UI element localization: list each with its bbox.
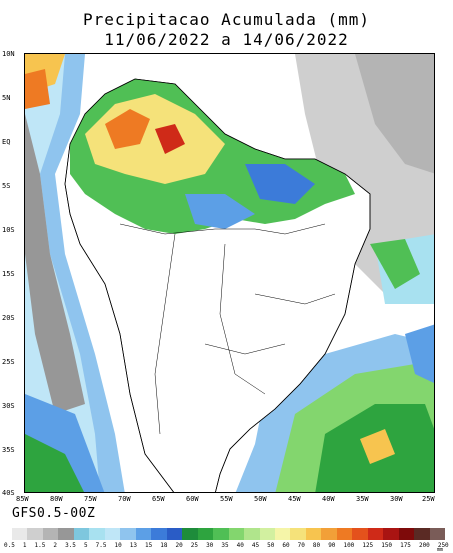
color-swatch: [383, 528, 399, 540]
map-title: Precipitacao Acumulada (mm): [82, 10, 371, 29]
color-swatch: [352, 528, 368, 540]
color-swatch: [398, 528, 415, 540]
color-swatch: [151, 528, 167, 540]
lat-label-10n: 10N: [2, 50, 15, 58]
color-scale-tick: 13: [129, 542, 137, 549]
color-scale-tick: 25: [190, 542, 199, 549]
lat-label-20s: 20S: [2, 314, 15, 322]
lat-label-35s: 35S: [2, 446, 15, 454]
color-scale-tick: 175: [400, 542, 411, 549]
lat-label-eq: EQ: [2, 138, 11, 146]
color-scale-tick: 2: [53, 542, 58, 549]
color-scale-tick: 30: [206, 542, 214, 549]
lat-label-5s: 5S: [2, 182, 11, 190]
color-swatch: [244, 528, 260, 540]
color-scale-bar: [12, 528, 446, 540]
color-scale-tick: 70: [297, 542, 305, 549]
color-swatch: [104, 528, 121, 540]
color-scale-tick: 18: [160, 542, 168, 549]
color-swatch: [166, 528, 183, 540]
color-scale-tick: 80: [312, 542, 321, 549]
color-swatch: [12, 528, 28, 540]
color-scale-tick: 40: [236, 542, 244, 549]
lat-label-40s: 40S: [2, 489, 15, 497]
color-scale-tick: 125: [362, 542, 374, 549]
color-scale-tick: 15: [145, 542, 153, 549]
lat-label-15s: 15S: [2, 270, 15, 278]
color-scale-tick: 20: [175, 542, 183, 549]
lon-label-65w: 65W: [152, 495, 165, 503]
lon-label-85w: 85W: [16, 495, 29, 503]
color-swatch: [27, 528, 43, 540]
color-swatch: [367, 528, 384, 540]
lat-label-5n: 5N: [2, 94, 11, 102]
lon-label-50w: 50W: [254, 495, 267, 503]
lon-label-40w: 40W: [322, 495, 335, 503]
color-swatch: [89, 528, 105, 540]
color-swatch: [213, 528, 229, 540]
color-scale-tick: 1: [22, 542, 27, 549]
lon-label-25w: 25W: [422, 495, 435, 503]
color-scale-tick: 7.5: [95, 542, 107, 549]
lat-label-25s: 25S: [2, 358, 15, 366]
color-swatch: [259, 528, 275, 540]
lon-label-35w: 35W: [356, 495, 369, 503]
color-scale-tick: 3.5: [65, 542, 76, 549]
color-scale-tick: 150: [381, 542, 393, 549]
color-swatch: [135, 528, 152, 540]
color-scale-tick: 90: [328, 542, 336, 549]
color-swatch: [290, 528, 306, 540]
unit-label: mm: [436, 547, 443, 553]
color-scale-tick: 60: [282, 542, 290, 549]
color-swatch: [182, 528, 198, 540]
lon-label-55w: 55W: [220, 495, 233, 503]
color-scale-tick: 100: [343, 542, 355, 549]
color-swatch: [73, 528, 90, 540]
color-scale-tick: 0.5: [4, 542, 15, 549]
color-scale-tick: 50: [267, 542, 275, 549]
color-swatch: [228, 528, 245, 540]
color-swatch: [274, 528, 291, 540]
color-scale-tick: 10: [114, 542, 122, 549]
color-scale-tick: 250: [437, 542, 449, 549]
color-swatch: [197, 528, 214, 540]
color-scale-tick: 35: [221, 542, 229, 549]
date-range: 11/06/2022 a 14/06/2022: [104, 30, 349, 49]
color-scale-tick: 1.5: [34, 542, 46, 549]
color-scale-tick: 5: [83, 542, 88, 549]
color-swatch: [414, 528, 430, 540]
lat-label-10s: 10S: [2, 226, 15, 234]
color-swatch: [58, 528, 74, 540]
color-swatch: [305, 528, 322, 540]
lon-label-30w: 30W: [390, 495, 403, 503]
color-swatch: [42, 528, 59, 540]
color-scale-ticks: 0.5 1 1.5 2 3.5 5 7.5 10 13 15 18 20 25 30 35 40 45 50 60 7…: [4, 542, 449, 549]
color-swatch: [120, 528, 136, 540]
color-scale-tick: 200: [418, 542, 430, 549]
color-swatch: [336, 528, 353, 540]
lon-label-70w: 70W: [118, 495, 131, 503]
precipitation-map: [24, 53, 435, 493]
lon-label-60w: 60W: [186, 495, 199, 503]
color-scale-tick: 45: [251, 542, 260, 549]
lon-label-75w: 75W: [84, 495, 97, 503]
model-label: GFS0.5-00Z: [12, 506, 96, 521]
color-swatch: [429, 528, 446, 540]
lat-label-30s: 30S: [2, 402, 15, 410]
color-swatch: [321, 528, 337, 540]
lon-label-45w: 45W: [288, 495, 301, 503]
lon-label-80w: 80W: [50, 495, 63, 503]
